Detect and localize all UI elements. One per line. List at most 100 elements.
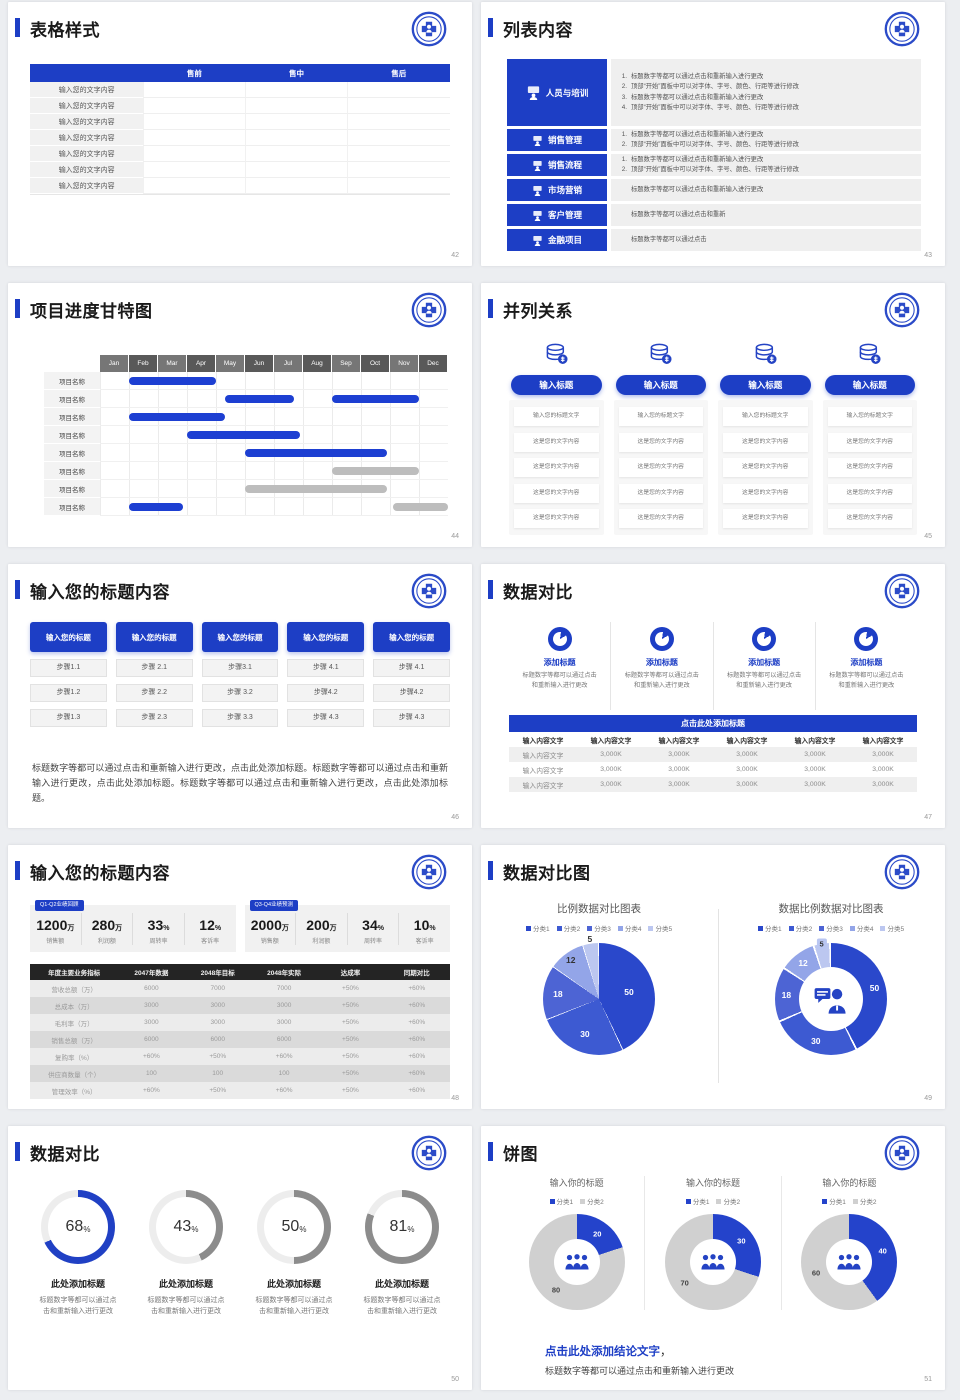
gantt-row: 项目名称 bbox=[44, 462, 448, 480]
table-cell: +50% bbox=[342, 1036, 359, 1043]
table-cell: 输入内容文字 bbox=[522, 782, 564, 790]
ring-center: 50% bbox=[264, 1197, 324, 1257]
metric-value: 12 bbox=[199, 916, 215, 933]
list-lines: 1. 标题数字等都可以通过点击和重新输入进行更改 2. 顶部“开始”面板中可以对… bbox=[620, 130, 912, 151]
slide-header: 列表内容 bbox=[481, 11, 945, 47]
line-number: 1. bbox=[621, 155, 627, 163]
legend-item: 分类4 bbox=[617, 923, 641, 933]
table-cell: 3,000K bbox=[872, 751, 894, 758]
list-row: 销售管理 1. 标题数字等都可以通过点击和重新输入进行更改 bbox=[507, 129, 921, 151]
gantt-row: 项目名称 bbox=[44, 390, 448, 408]
line-number: 2. bbox=[621, 166, 627, 173]
legend-swatch bbox=[587, 925, 593, 931]
step-column-header[interactable]: 输入您的标题 bbox=[287, 622, 365, 652]
metric: 34% 周转率 bbox=[346, 912, 399, 945]
legend-item: 分类2 bbox=[788, 923, 812, 933]
category-button[interactable]: 金融项目 bbox=[507, 229, 607, 251]
slide-42-table-style[interactable]: 表格样式 售前 售中 售后 输入您的文字内容 bbox=[8, 2, 472, 266]
ring-center: 43% bbox=[156, 1197, 216, 1257]
metric-label: 销售额 bbox=[46, 938, 65, 945]
legend-label: 分类3 bbox=[594, 926, 611, 933]
table-cell: 3,000K bbox=[600, 751, 622, 758]
table-cell: 3,000K bbox=[600, 766, 622, 773]
step-column-header[interactable]: 输入您的标题 bbox=[115, 622, 193, 652]
category-button[interactable]: 人员与培训 bbox=[507, 59, 607, 126]
slide-49-pie-charts[interactable]: 数据对比图 比例数据对比图表 分类1 分类2 分类3 分类4 分类5 50 30 18 12 5… bbox=[481, 845, 945, 1109]
list-panel: 标题数字等都可以通过点击 bbox=[611, 229, 921, 251]
slide-47-data-compare[interactable]: 数据对比 添加标题 标题数字等都可以通过点击和重新输入进行更改 添加标题 标题数… bbox=[481, 564, 945, 828]
category-button[interactable]: 客户管理 bbox=[507, 204, 607, 226]
table-title-banner[interactable]: 点击此处添加标题 bbox=[509, 715, 917, 732]
slide-48-kpi-table[interactable]: 输入您的标题内容 Q1-Q2业绩回顾 1200万 销售额 bbox=[8, 845, 472, 1109]
step-column-header[interactable]: 输入您的标题 bbox=[201, 622, 279, 652]
legend-swatch bbox=[849, 925, 855, 931]
page-number: 51 bbox=[924, 1376, 932, 1383]
donut-center bbox=[689, 1239, 736, 1285]
slide-title: 输入您的标题内容 bbox=[30, 864, 170, 883]
category-button[interactable]: 销售管理 bbox=[507, 129, 607, 151]
table-row: 复购率（%） +60% +50% +60% +50% +60% bbox=[30, 1048, 450, 1065]
percent-sign: % bbox=[83, 1225, 91, 1234]
slide-title: 输入您的标题内容 bbox=[30, 583, 170, 602]
col-header: 售中 bbox=[288, 68, 304, 78]
list-panel: 标题数字等都可以通过点击和重新 bbox=[611, 204, 921, 226]
list-panel: 标题数字等都可以通过点击和重新输入进行更改 bbox=[611, 179, 921, 201]
step-column-header[interactable]: 输入您的标题 bbox=[30, 622, 107, 652]
header-cell: 2047年数据 bbox=[134, 970, 169, 977]
body-paragraph: 标题数字等都可以通过点击和重新输入进行更改，点击此处添加标题。标题数字等都可以通… bbox=[32, 763, 448, 803]
page-number: 49 bbox=[924, 1095, 932, 1102]
table-cell: 3000 bbox=[144, 1002, 159, 1009]
slide-46-steps[interactable]: 输入您的标题内容 输入您的标题 步骤1.1 步骤1.2 步骤1.3 输入您的标题 bbox=[8, 564, 472, 828]
table-cell: +60% bbox=[275, 1087, 293, 1094]
gantt-month: Mar bbox=[158, 355, 187, 372]
text-card: 这是您的文字内容 bbox=[514, 483, 599, 503]
table-row: 供应商数量（个） 100 100 100 +50% +60% bbox=[30, 1065, 450, 1082]
list-line: 标题数字等都可以通过点击和重新输入进行更改 bbox=[620, 185, 912, 196]
slide-43-list-content[interactable]: 列表内容 人员与培训 1 bbox=[481, 2, 945, 266]
kpi-table: 年度主要业务指标 2047年数据 2048年目标 2048年实际 达成率 同期对比 营收总… bbox=[30, 964, 450, 1099]
text-card: 这是您的文字内容 bbox=[723, 509, 808, 528]
slide-50-progress-rings[interactable]: 数据对比 68% 此处添加标题 标题数字等都可以通过点击和重新输入进行更改 bbox=[8, 1126, 472, 1390]
table-row: 销售总额（万） 6000 6000 6000 +50% +60% bbox=[30, 1031, 450, 1048]
category-label: 金融项目 bbox=[547, 235, 582, 245]
table-cell: +60% bbox=[408, 985, 426, 992]
category-button[interactable]: 市场营销 bbox=[507, 179, 607, 201]
slide-44-gantt[interactable]: 项目进度甘特图 Jan Feb Mar Apr May Jun Jul Aug Sep Oct No… bbox=[8, 283, 472, 547]
gantt-month: Feb bbox=[129, 355, 158, 372]
category-icon bbox=[533, 135, 542, 146]
step-column-header[interactable]: 输入您的标题 bbox=[373, 622, 450, 652]
line-text: 顶部“开始”面板中可以对字体、字号、颜色、行距等进行修改 bbox=[631, 166, 799, 173]
column-title-pill[interactable]: 输入标题 bbox=[824, 375, 915, 395]
parallel-column: 输入标题 输入您的标题文字 这是您的文字内容 这是您的文字内容 这是您的文字内容 这是您… bbox=[718, 341, 813, 535]
table-cell: 3,000K bbox=[736, 751, 758, 758]
metric-unit: 万 bbox=[67, 924, 75, 932]
slide-header: 输入您的标题内容 bbox=[8, 573, 472, 609]
metric-value: 200 bbox=[306, 916, 330, 933]
percent-sign: % bbox=[299, 1225, 307, 1234]
title-accent-bar bbox=[488, 861, 493, 880]
column-title-pill[interactable]: 输入标题 bbox=[615, 375, 706, 395]
people-icon bbox=[701, 1254, 725, 1270]
ring-item: 50% 此处添加标题 标题数字等都可以通过点击和重新输入进行更改 bbox=[240, 1190, 348, 1317]
table-header-row: 年度主要业务指标 2047年数据 2048年目标 2048年实际 达成率 同期对比 bbox=[30, 964, 450, 980]
metric-label: 销售额 bbox=[260, 938, 279, 945]
column-title-pill[interactable]: 输入标题 bbox=[720, 375, 811, 395]
legend-label: 分类1 bbox=[556, 1199, 574, 1206]
steps-list: 步骤 4.1 步骤4.2 步骤 4.3 bbox=[287, 659, 365, 727]
school-logo-icon bbox=[884, 854, 920, 890]
column-title-pill[interactable]: 输入标题 bbox=[511, 375, 602, 395]
line-text: 顶部“开始”面板中可以对字体、字号、颜色、行距等进行修改 bbox=[631, 141, 799, 148]
slide-51-pies[interactable]: 饼图 输入你的标题 分类1 分类2 20 80 bbox=[481, 1126, 945, 1390]
list-panel: 1. 标题数字等都可以通过点击和重新输入进行更改 2. 顶部“开始”面板中可以对… bbox=[611, 154, 921, 176]
table-cell: 100 bbox=[212, 1070, 224, 1077]
empty-cell bbox=[143, 130, 246, 146]
category-button[interactable]: 销售流程 bbox=[507, 154, 607, 176]
slide-45-parallel[interactable]: 并列关系 输入标题 输入您的标题文字 这是您的文字内容 这是您的文字内容 这是您的文字… bbox=[481, 283, 945, 547]
chart-legend: 分类1 分类2 bbox=[645, 1196, 780, 1206]
table-row: 输入内容文字 3,000K 3,000K 3,000K 3,000K 3,000K bbox=[509, 762, 917, 777]
metric: 200万 利润额 bbox=[295, 912, 347, 945]
legend-item: 分类5 bbox=[880, 923, 904, 933]
feature-title: 添加标题 bbox=[543, 658, 576, 667]
ring-title: 此处添加标题 bbox=[50, 1279, 105, 1289]
legend-swatch bbox=[880, 925, 886, 931]
